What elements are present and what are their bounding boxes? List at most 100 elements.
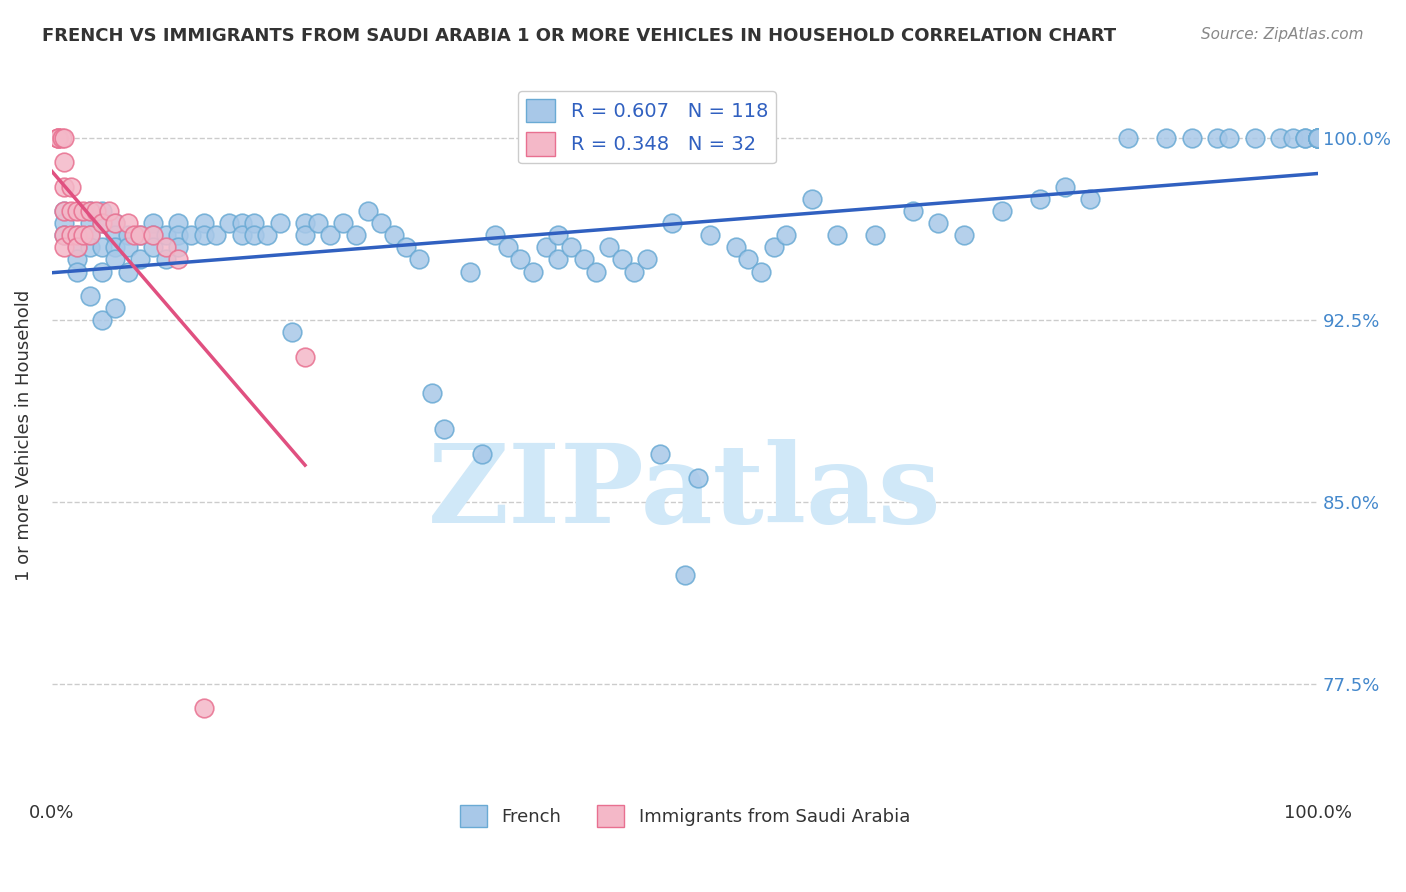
Point: [370, 216, 392, 230]
Point: [1308, 131, 1330, 145]
Point: [1308, 131, 1330, 145]
Point: [167, 228, 190, 243]
Point: [129, 228, 152, 243]
Point: [471, 447, 494, 461]
Point: [509, 252, 531, 267]
Point: [547, 228, 569, 243]
Point: [205, 228, 228, 243]
Point: [167, 240, 190, 254]
Point: [775, 228, 797, 243]
Point: [433, 422, 456, 436]
Point: [79, 216, 101, 230]
Point: [332, 216, 354, 230]
Point: [1028, 192, 1050, 206]
Point: [79, 289, 101, 303]
Point: [193, 228, 215, 243]
Point: [167, 216, 190, 230]
Point: [737, 252, 759, 267]
Point: [104, 301, 127, 315]
Point: [193, 701, 215, 715]
Point: [724, 240, 747, 254]
Point: [53, 179, 76, 194]
Point: [53, 228, 76, 243]
Point: [66, 228, 89, 243]
Point: [53, 240, 76, 254]
Point: [155, 252, 177, 267]
Point: [79, 240, 101, 254]
Point: [496, 240, 519, 254]
Point: [218, 216, 240, 230]
Point: [636, 252, 658, 267]
Point: [825, 228, 848, 243]
Point: [104, 228, 127, 243]
Point: [66, 240, 89, 254]
Point: [1308, 131, 1330, 145]
Point: [104, 240, 127, 254]
Point: [281, 325, 304, 339]
Point: [1308, 131, 1330, 145]
Point: [800, 192, 823, 206]
Point: [522, 264, 544, 278]
Point: [91, 313, 114, 327]
Point: [117, 264, 139, 278]
Point: [294, 350, 316, 364]
Point: [79, 203, 101, 218]
Point: [59, 203, 82, 218]
Point: [97, 203, 120, 218]
Point: [66, 264, 89, 278]
Point: [319, 228, 342, 243]
Text: FRENCH VS IMMIGRANTS FROM SAUDI ARABIA 1 OR MORE VEHICLES IN HOUSEHOLD CORRELATI: FRENCH VS IMMIGRANTS FROM SAUDI ARABIA 1…: [42, 27, 1116, 45]
Point: [104, 216, 127, 230]
Point: [458, 264, 481, 278]
Point: [1154, 131, 1177, 145]
Point: [51, 131, 73, 145]
Point: [1308, 131, 1330, 145]
Point: [91, 216, 114, 230]
Point: [66, 203, 89, 218]
Point: [1308, 131, 1330, 145]
Point: [1078, 192, 1101, 206]
Text: Source: ZipAtlas.com: Source: ZipAtlas.com: [1201, 27, 1364, 42]
Point: [72, 203, 94, 218]
Point: [180, 228, 202, 243]
Point: [129, 228, 152, 243]
Legend: French, Immigrants from Saudi Arabia: French, Immigrants from Saudi Arabia: [453, 798, 917, 834]
Point: [1205, 131, 1227, 145]
Point: [91, 264, 114, 278]
Point: [395, 240, 418, 254]
Point: [560, 240, 582, 254]
Point: [294, 216, 316, 230]
Text: ZIPatlas: ZIPatlas: [429, 439, 942, 546]
Point: [1308, 131, 1330, 145]
Point: [117, 216, 139, 230]
Point: [53, 155, 76, 169]
Point: [53, 203, 76, 218]
Point: [610, 252, 633, 267]
Point: [382, 228, 405, 243]
Point: [167, 252, 190, 267]
Point: [269, 216, 291, 230]
Point: [661, 216, 683, 230]
Point: [129, 252, 152, 267]
Point: [686, 471, 709, 485]
Point: [122, 228, 145, 243]
Point: [142, 216, 165, 230]
Point: [256, 228, 278, 243]
Point: [623, 264, 645, 278]
Point: [46, 131, 69, 145]
Point: [155, 228, 177, 243]
Point: [66, 252, 89, 267]
Point: [117, 228, 139, 243]
Y-axis label: 1 or more Vehicles in Household: 1 or more Vehicles in Household: [15, 290, 32, 581]
Point: [901, 203, 924, 218]
Point: [142, 228, 165, 243]
Point: [46, 131, 69, 145]
Point: [1308, 131, 1330, 145]
Point: [1116, 131, 1139, 145]
Point: [243, 228, 266, 243]
Point: [79, 203, 101, 218]
Point: [104, 216, 127, 230]
Point: [749, 264, 772, 278]
Point: [1295, 131, 1317, 145]
Point: [53, 131, 76, 145]
